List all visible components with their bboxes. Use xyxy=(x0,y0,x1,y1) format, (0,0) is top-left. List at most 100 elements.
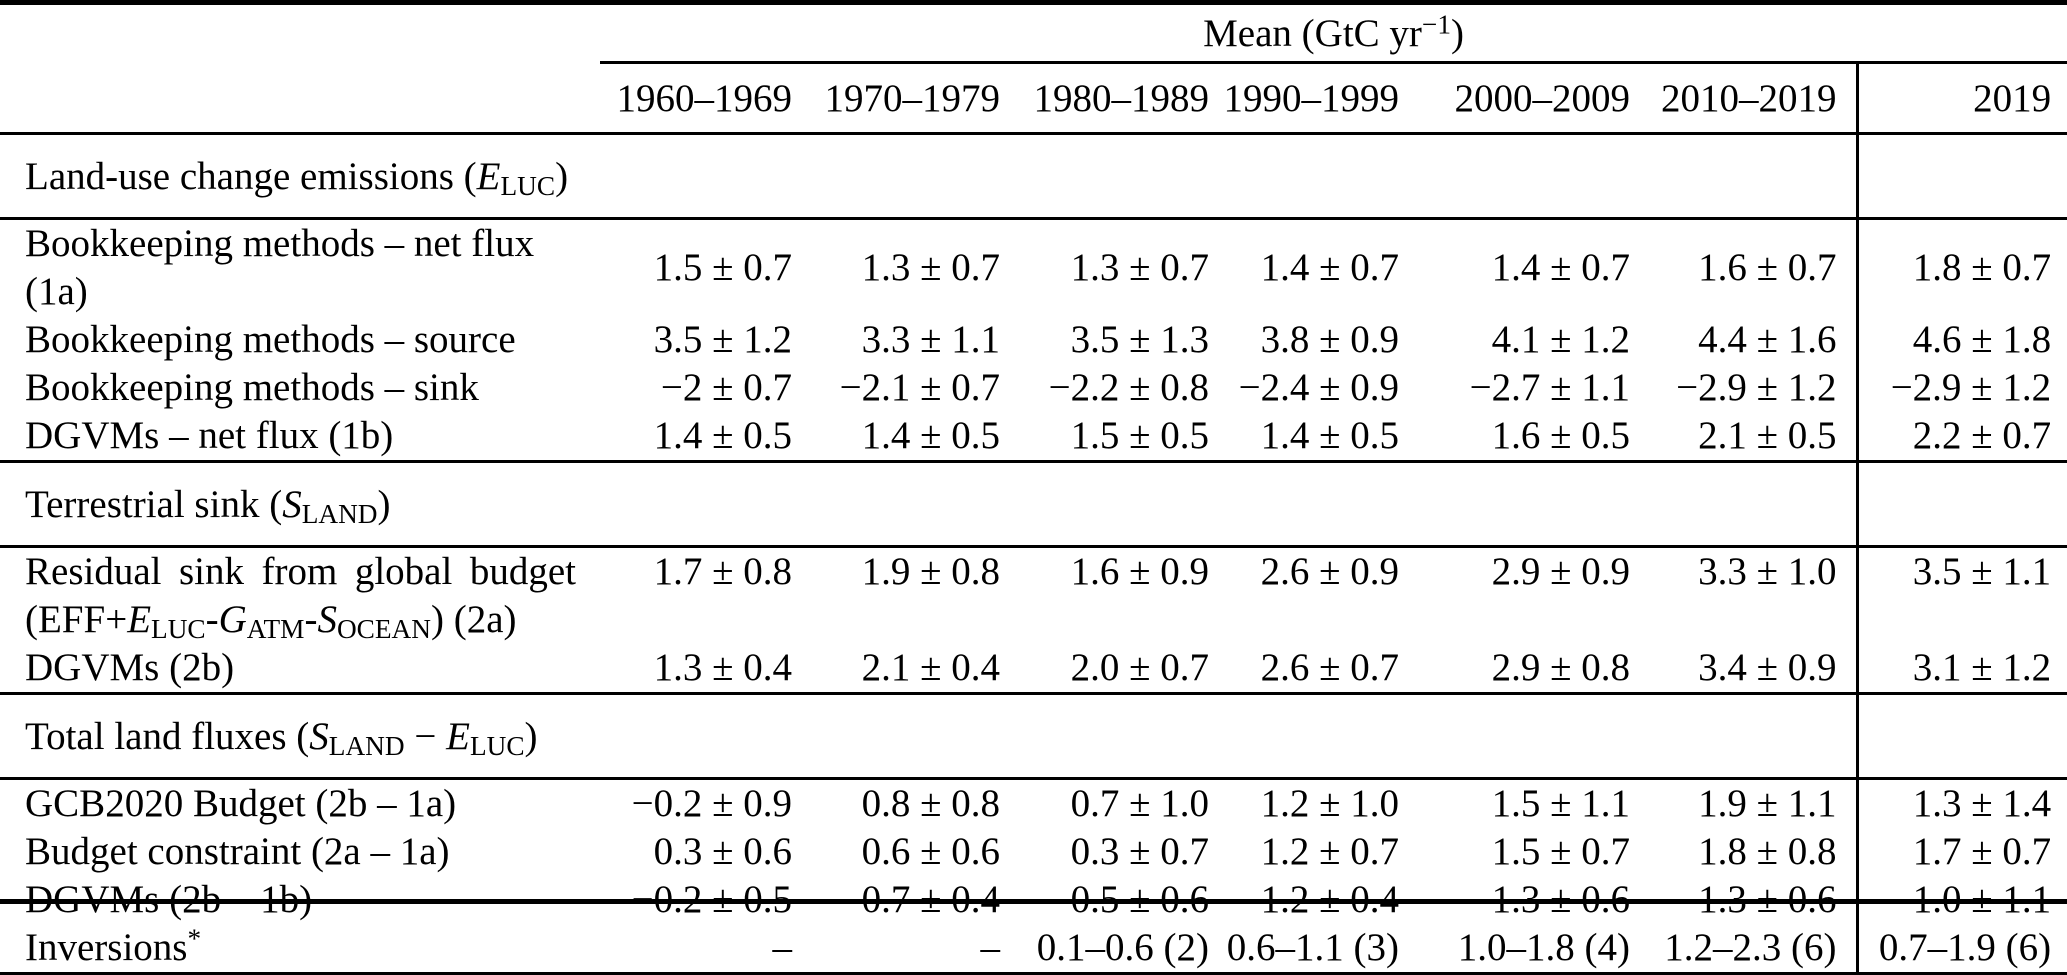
value-cell: 1.4 ± 0.5 xyxy=(861,414,1000,457)
period-header: 2010–2019 xyxy=(1630,62,1857,135)
table-row: DGVMs – net flux (1b) 1.4 ± 0.5 1.4 ± 0.5 1… xyxy=(0,412,2067,462)
empty-header-cell xyxy=(0,62,600,135)
row-label-line: (EFF+ELUC-GATM-SOCEAN) (2a) xyxy=(25,598,517,644)
table-row: Inversions* – –0.1–0.6 (2) 0.6–1.1 (3) 1.0–1… xyxy=(0,924,2067,974)
row-label: Inversions* xyxy=(25,923,202,969)
value-cell: 1.4 ± 0.7 xyxy=(1260,246,1399,289)
value-cell: −2 ± 0.7 xyxy=(660,366,792,409)
value-cell: −2.2 ± 0.8 xyxy=(1048,366,1209,409)
row-label: Bookkeeping methods – net flux (1a) xyxy=(25,222,535,313)
table-row: Bookkeeping methods – sink −2 ± 0.7 −2.1 ±… xyxy=(0,364,2067,412)
value-cell: 0.7 ± 1.0 xyxy=(1070,782,1209,825)
row-label: DGVMs (2b) xyxy=(25,646,235,689)
value-cell: 1.2 ± 0.7 xyxy=(1260,830,1399,873)
unit-header-row: Mean (GtC yr−1) xyxy=(0,5,2067,64)
section-header-row: Land-use change emissions (ELUC) xyxy=(0,132,2067,220)
value-cell: 3.3 ± 1.0 xyxy=(1698,550,1837,593)
period-header: 2019 xyxy=(1855,62,2067,135)
value-cell: 2.9 ± 0.9 xyxy=(1491,550,1630,593)
value-cell: −2.1 ± 0.7 xyxy=(839,366,1000,409)
section-header-spacer xyxy=(1855,132,2067,220)
row-label: GCB2020 Budget (2b – 1a) xyxy=(25,782,457,825)
value-cell: 1.3 ± 0.7 xyxy=(1070,246,1209,289)
value-cell: 1.6 ± 0.5 xyxy=(1491,414,1630,457)
value-cell: 3.8 ± 0.9 xyxy=(1260,318,1399,361)
value-cell: 1.3 ± 0.6 xyxy=(1698,878,1837,921)
section-title: Total land fluxes (SLAND − ELUC) xyxy=(0,692,1857,780)
value-cell: 1.3 ± 0.7 xyxy=(861,246,1000,289)
value-cell: 4.1 ± 1.2 xyxy=(1491,318,1630,361)
value-cell: 0.7–1.9 (6) xyxy=(1855,924,2067,974)
value-cell: 1.0–1.8 (4) xyxy=(1457,926,1630,969)
table-row: Budget constraint (2a – 1a) 0.3 ± 0.6 0.6 … xyxy=(0,828,2067,876)
row-label: DGVMs (2b – 1b) xyxy=(25,878,313,921)
value-cell: 3.5 ± 1.1 xyxy=(1855,546,2067,644)
table-header: Mean (GtC yr−1) 1960–1969 1970–1979 1980… xyxy=(0,5,2067,135)
value-cell: 0.3 ± 0.7 xyxy=(1070,830,1209,873)
value-cell: 1.7 ± 0.8 xyxy=(653,550,792,593)
value-cell: 1.7 ± 0.7 xyxy=(1855,828,2067,876)
value-cell: 3.3 ± 1.1 xyxy=(861,318,1000,361)
data-table: Mean (GtC yr−1) 1960–1969 1970–1979 1980… xyxy=(0,5,2067,975)
row-label: Bookkeeping methods – sink xyxy=(25,366,479,409)
table-row: GCB2020 Budget (2b – 1a) −0.2 ± 0.9 0.8 ± … xyxy=(0,778,2067,828)
period-header-row: 1960–1969 1970–1979 1980–1989 1990–1999 … xyxy=(0,62,2067,135)
section-header-spacer xyxy=(1855,460,2067,548)
value-cell: −2.7 ± 1.1 xyxy=(1469,366,1630,409)
value-cell: 2.6 ± 0.7 xyxy=(1260,646,1399,689)
value-cell: 3.5 ± 1.3 xyxy=(1070,318,1209,361)
value-cell: 2.2 ± 0.7 xyxy=(1855,412,2067,462)
table-body: Land-use change emissions (ELUC) Bookkeep… xyxy=(0,132,2067,974)
value-cell: 2.1 ± 0.4 xyxy=(861,646,1000,689)
value-cell: 1.0 ± 1.1 xyxy=(1855,876,2067,924)
value-cell: 0.7 ± 0.4 xyxy=(861,878,1000,921)
value-cell: 3.5 ± 1.2 xyxy=(653,318,792,361)
table-row: DGVMs (2b – 1b) −0.2 ± 0.5 0.7 ± 0.4 0.5 ± … xyxy=(0,876,2067,924)
value-cell: 1.5 ± 0.7 xyxy=(1491,830,1630,873)
value-cell: 0.6–1.1 (3) xyxy=(1226,926,1399,969)
row-label: Residual sink from global budget (EFF+ELU… xyxy=(0,547,600,645)
value-cell: 1.8 ± 0.7 xyxy=(1855,218,2067,316)
table-row: Residual sink from global budget (EFF+ELU… xyxy=(0,546,2067,645)
value-cell: – xyxy=(980,926,1001,969)
row-label: Bookkeeping methods – source xyxy=(25,318,516,361)
value-cell: 3.1 ± 1.2 xyxy=(1855,644,2067,694)
section-header-row: Terrestrial sink (SLAND) xyxy=(0,460,2067,548)
value-cell: 1.2–2.3 (6) xyxy=(1664,926,1837,969)
value-cell: 1.6 ± 0.7 xyxy=(1698,246,1837,289)
value-cell: 3.4 ± 0.9 xyxy=(1698,646,1837,689)
value-cell: 1.2 ± 0.4 xyxy=(1260,878,1399,921)
value-cell: 1.4 ± 0.5 xyxy=(653,414,792,457)
value-cell: 1.3 ± 0.6 xyxy=(1491,878,1630,921)
value-cell: −0.2 ± 0.5 xyxy=(631,878,792,921)
value-cell: 2.0 ± 0.7 xyxy=(1070,646,1209,689)
section-header-row: Total land fluxes (SLAND − ELUC) xyxy=(0,692,2067,780)
value-cell: −2.4 ± 0.9 xyxy=(1238,366,1399,409)
period-header: 1960–1969 xyxy=(600,62,792,135)
value-cell: 1.8 ± 0.8 xyxy=(1698,830,1837,873)
value-cell: – xyxy=(772,926,793,969)
value-cell: 0.3 ± 0.6 xyxy=(653,830,792,873)
value-cell: 0.5 ± 0.6 xyxy=(1070,878,1209,921)
value-cell: −2.9 ± 1.2 xyxy=(1676,366,1837,409)
period-header: 1980–1989 xyxy=(1000,62,1209,135)
value-cell: 0.6 ± 0.6 xyxy=(861,830,1000,873)
table-row: DGVMs (2b) 1.3 ± 0.4 2.1 ± 0.4 2.0 ± 0.7 2.6… xyxy=(0,644,2067,694)
table-row: Bookkeeping methods – net flux (1a) 1.5 ±… xyxy=(0,218,2067,316)
corner-cell xyxy=(0,5,600,63)
value-cell: 0.1–0.6 (2) xyxy=(1036,926,1209,969)
value-cell: 1.2 ± 1.0 xyxy=(1260,782,1399,825)
value-cell: 1.5 ± 0.7 xyxy=(653,246,792,289)
unit-header: Mean (GtC yr−1) xyxy=(600,5,2067,64)
row-label: Budget constraint (2a – 1a) xyxy=(25,830,450,873)
section-title: Land-use change emissions (ELUC) xyxy=(0,132,1857,220)
value-cell: 2.1 ± 0.5 xyxy=(1698,414,1837,457)
period-header: 1990–1999 xyxy=(1209,62,1399,135)
value-cell: 1.4 ± 0.7 xyxy=(1491,246,1630,289)
value-cell: 1.3 ± 0.4 xyxy=(653,646,792,689)
value-cell: 1.5 ± 0.5 xyxy=(1070,414,1209,457)
period-header: 1970–1979 xyxy=(792,62,1000,135)
value-cell: 4.4 ± 1.6 xyxy=(1698,318,1837,361)
row-label-line: Residual sink from global budget xyxy=(25,550,576,593)
